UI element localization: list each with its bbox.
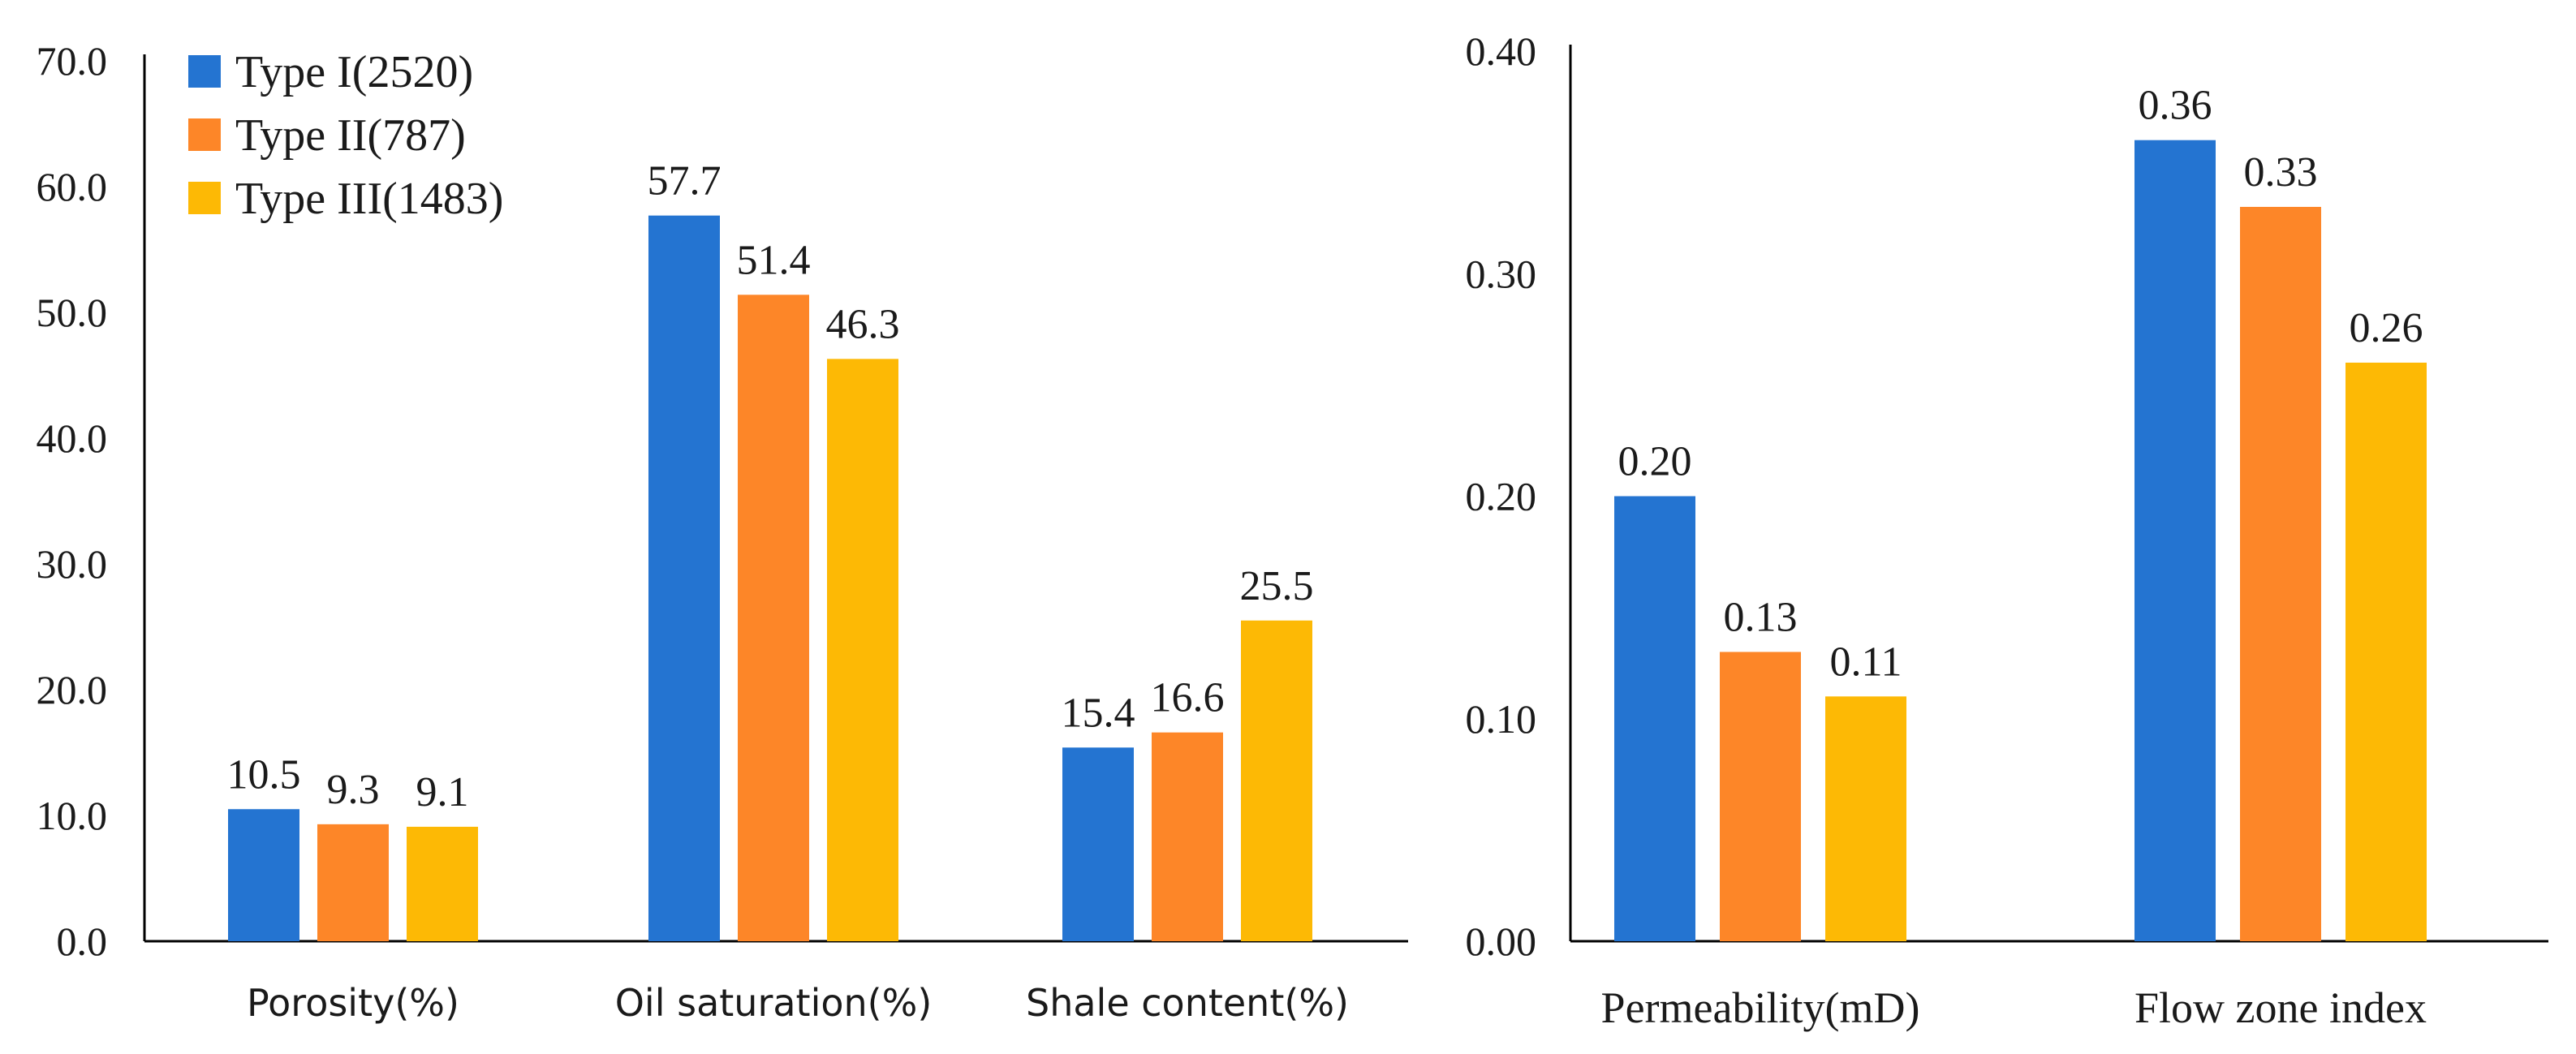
data-label: 0.13 xyxy=(1724,594,1798,640)
bar xyxy=(2134,140,2216,941)
data-label: 57.7 xyxy=(648,158,722,204)
chart-2: 0.00 0.10 0.20 0.30 0.40 0.20 0.13 0.11 Permeabi… xyxy=(1466,28,2548,1032)
bar xyxy=(1720,652,1801,941)
y-tick-label: 0.10 xyxy=(1466,696,1537,742)
data-label: 9.3 xyxy=(327,767,380,813)
x-category-label: Flow zone index xyxy=(2134,983,2427,1032)
bar xyxy=(1062,747,1134,941)
legend-swatch xyxy=(188,182,221,214)
data-label: 0.20 xyxy=(1618,439,1692,485)
bar xyxy=(1614,496,1695,941)
legend-swatch xyxy=(188,118,221,151)
data-label: 16.6 xyxy=(1151,675,1225,721)
bar xyxy=(1152,732,1223,941)
y-tick-label: 0.0 xyxy=(57,918,108,964)
y-tick-label: 50.0 xyxy=(37,290,108,335)
bar xyxy=(648,215,720,941)
bar xyxy=(827,359,898,942)
data-label: 46.3 xyxy=(826,301,900,347)
bar xyxy=(1825,696,1906,941)
data-label: 0.33 xyxy=(2244,149,2318,196)
legend: Type I(2520) Type II(787) Type III(1483) xyxy=(188,47,503,224)
x-category-label: Permeability(mD) xyxy=(1601,983,1920,1032)
y-tick-label: 10.0 xyxy=(37,793,108,838)
y-tick-label: 0.40 xyxy=(1466,28,1537,74)
data-label: 0.11 xyxy=(1829,639,1902,685)
bar xyxy=(2240,206,2321,942)
data-label: 10.5 xyxy=(227,751,301,798)
x-category-label: Porosity(%) xyxy=(247,981,459,1025)
y-tick-label: 60.0 xyxy=(37,164,108,209)
y-tick-label: 0.30 xyxy=(1466,251,1537,296)
bar xyxy=(228,809,299,941)
x-category-label: Shale content(%) xyxy=(1026,981,1349,1025)
data-label: 15.4 xyxy=(1062,690,1135,736)
legend-swatch xyxy=(188,55,221,88)
bar xyxy=(738,295,809,941)
bar xyxy=(2346,362,2427,941)
y-tick-label: 0.20 xyxy=(1466,474,1537,519)
bar xyxy=(317,824,389,941)
y-tick-label: 20.0 xyxy=(37,667,108,712)
legend-label: Type III(1483) xyxy=(235,174,503,224)
y-tick-label: 30.0 xyxy=(37,541,108,587)
legend-label: Type I(2520) xyxy=(235,47,473,97)
y-tick-label: 0.00 xyxy=(1466,918,1537,964)
y-tick-label: 40.0 xyxy=(37,415,108,461)
data-label: 9.1 xyxy=(416,769,469,815)
data-label: 25.5 xyxy=(1240,563,1314,609)
bar xyxy=(1241,620,1312,941)
data-label: 51.4 xyxy=(737,237,811,283)
legend-label: Type II(787) xyxy=(235,110,466,161)
x-category-label: Oil saturation(%) xyxy=(615,981,933,1025)
chart-1: 0.0 10.0 20.0 30.0 40.0 50.0 60.0 70.0 10.5 9.3 9.… xyxy=(37,38,1408,1025)
data-label: 0.36 xyxy=(2139,83,2212,129)
bar xyxy=(407,826,478,941)
y-tick-label: 70.0 xyxy=(37,38,108,84)
data-label: 0.26 xyxy=(2350,305,2423,351)
